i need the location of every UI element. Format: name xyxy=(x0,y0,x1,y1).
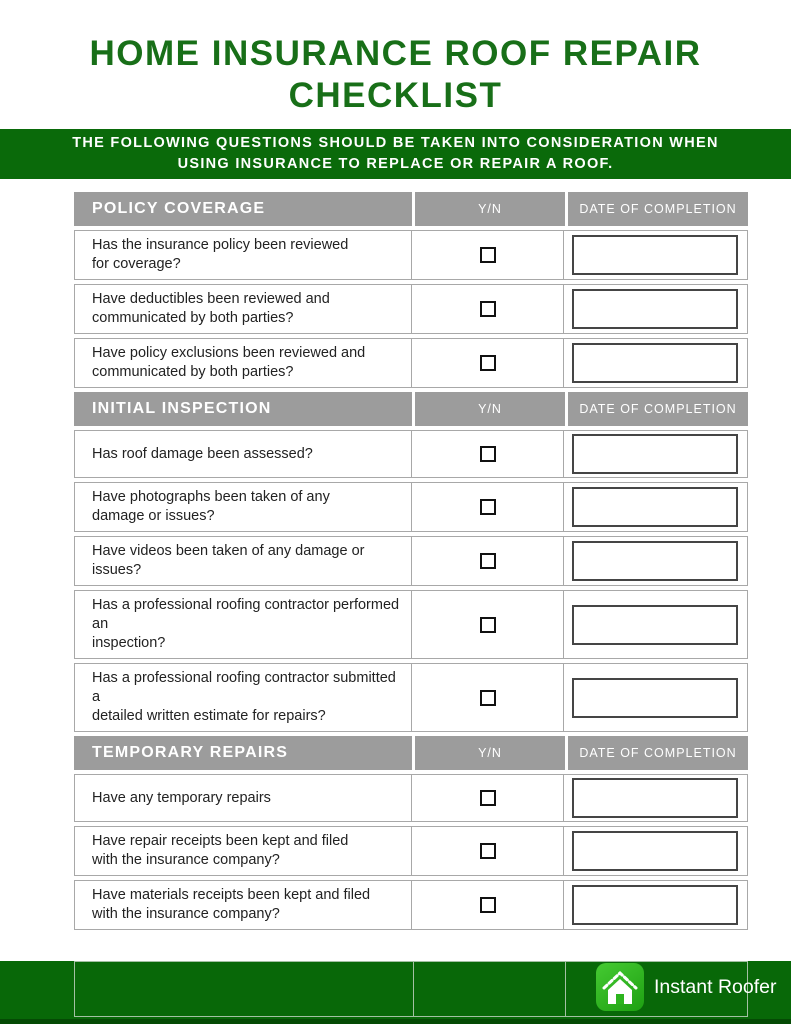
yn-checkbox[interactable] xyxy=(479,897,496,913)
question-text: Have photographs been taken of any damag… xyxy=(75,483,412,531)
house-icon xyxy=(602,970,638,1004)
yn-column-header: Y/N xyxy=(415,192,565,226)
question-text: Have repair receipts been kept and filed… xyxy=(75,827,412,875)
date-input[interactable] xyxy=(572,541,738,581)
checklist-row: Have policy exclusions been reviewed and… xyxy=(74,338,748,388)
yn-cell xyxy=(412,881,564,929)
date-column-header: DATE OF COMPLETION xyxy=(568,736,748,770)
question-text: Have videos been taken of any damage or … xyxy=(75,537,412,585)
yn-checkbox[interactable] xyxy=(479,301,496,317)
checklist-row: Has a professional roofing contractor su… xyxy=(74,663,748,732)
yn-cell xyxy=(412,775,564,821)
date-input[interactable] xyxy=(572,487,738,527)
date-column-header: DATE OF COMPLETION xyxy=(568,192,748,226)
date-input[interactable] xyxy=(572,235,738,275)
footer-cell xyxy=(75,962,414,1016)
yn-column-header: Y/N xyxy=(415,392,565,426)
checklist-row: Have repair receipts been kept and filed… xyxy=(74,826,748,876)
yn-cell xyxy=(412,483,564,531)
date-cell xyxy=(564,827,746,875)
checklist-row: Have videos been taken of any damage or … xyxy=(74,536,748,586)
section-initial-inspection: INITIAL INSPECTION Y/N DATE OF COMPLETIO… xyxy=(74,392,748,732)
section-temporary-repairs: TEMPORARY REPAIRS Y/N DATE OF COMPLETION… xyxy=(74,736,748,930)
footer-band: Instant Roofer xyxy=(0,961,791,1024)
date-cell xyxy=(564,775,746,821)
yn-cell xyxy=(412,664,564,731)
question-text: Have deductibles been reviewed and commu… xyxy=(75,285,412,333)
yn-cell xyxy=(412,591,564,658)
yn-checkbox[interactable] xyxy=(479,355,496,371)
yn-checkbox[interactable] xyxy=(479,553,496,569)
yn-cell xyxy=(412,231,564,279)
checklist-row: Has the insurance policy been reviewed f… xyxy=(74,230,748,280)
date-input[interactable] xyxy=(572,604,738,645)
yn-column-header: Y/N xyxy=(415,736,565,770)
footer-cell xyxy=(414,962,566,1016)
intro-banner-line2: USING INSURANCE TO REPLACE OR REPAIR A R… xyxy=(177,156,614,172)
checklist-row: Has roof damage been assessed? xyxy=(74,430,748,478)
footer-bottom-strip xyxy=(0,1019,791,1024)
date-cell xyxy=(564,537,746,585)
date-cell xyxy=(564,231,746,279)
brand-lockup: Instant Roofer xyxy=(596,963,776,1011)
instant-roofer-logo xyxy=(596,963,644,1011)
section-title: POLICY COVERAGE xyxy=(74,192,412,226)
checklist-table: POLICY COVERAGE Y/N DATE OF COMPLETION H… xyxy=(74,192,748,934)
date-cell xyxy=(564,664,746,731)
question-text: Has a professional roofing contractor su… xyxy=(75,664,412,731)
section-title: TEMPORARY REPAIRS xyxy=(74,736,412,770)
yn-cell xyxy=(412,827,564,875)
question-text: Has a professional roofing contractor pe… xyxy=(75,591,412,658)
section-header-row: INITIAL INSPECTION Y/N DATE OF COMPLETIO… xyxy=(74,392,748,426)
date-input[interactable] xyxy=(572,778,738,818)
date-cell xyxy=(564,339,746,387)
section-header-row: POLICY COVERAGE Y/N DATE OF COMPLETION xyxy=(74,192,748,226)
yn-cell xyxy=(412,285,564,333)
checklist-row: Have photographs been taken of any damag… xyxy=(74,482,748,532)
footer-empty-row xyxy=(74,961,748,1017)
checklist-row: Have materials receipts been kept and fi… xyxy=(74,880,748,930)
question-text: Has roof damage been assessed? xyxy=(75,431,412,477)
yn-checkbox[interactable] xyxy=(479,790,496,806)
section-policy-coverage: POLICY COVERAGE Y/N DATE OF COMPLETION H… xyxy=(74,192,748,388)
checklist-row: Has a professional roofing contractor pe… xyxy=(74,590,748,659)
checklist-row: Have any temporary repairs xyxy=(74,774,748,822)
yn-checkbox[interactable] xyxy=(479,689,496,706)
section-title: INITIAL INSPECTION xyxy=(74,392,412,426)
date-column-header: DATE OF COMPLETION xyxy=(568,392,748,426)
yn-cell xyxy=(412,537,564,585)
page-title: HOME INSURANCE ROOF REPAIR CHECKLIST xyxy=(89,34,702,115)
yn-checkbox[interactable] xyxy=(479,446,496,462)
intro-banner: THE FOLLOWING QUESTIONS SHOULD BE TAKEN … xyxy=(0,129,791,179)
yn-cell xyxy=(412,431,564,477)
checklist-row: Have deductibles been reviewed and commu… xyxy=(74,284,748,334)
question-text: Have policy exclusions been reviewed and… xyxy=(75,339,412,387)
date-input[interactable] xyxy=(572,677,738,718)
date-cell xyxy=(564,285,746,333)
yn-checkbox[interactable] xyxy=(479,247,496,263)
yn-checkbox[interactable] xyxy=(479,843,496,859)
date-input[interactable] xyxy=(572,289,738,329)
question-text: Have any temporary repairs xyxy=(75,775,412,821)
date-cell xyxy=(564,591,746,658)
yn-cell xyxy=(412,339,564,387)
question-text: Has the insurance policy been reviewed f… xyxy=(75,231,412,279)
date-cell xyxy=(564,483,746,531)
question-text: Have materials receipts been kept and fi… xyxy=(75,881,412,929)
date-input[interactable] xyxy=(572,831,738,871)
date-input[interactable] xyxy=(572,434,738,474)
section-header-row: TEMPORARY REPAIRS Y/N DATE OF COMPLETION xyxy=(74,736,748,770)
date-cell xyxy=(564,431,746,477)
date-input[interactable] xyxy=(572,885,738,925)
brand-name: Instant Roofer xyxy=(654,976,777,998)
date-input[interactable] xyxy=(572,343,738,383)
date-cell xyxy=(564,881,746,929)
yn-checkbox[interactable] xyxy=(479,499,496,515)
yn-checkbox[interactable] xyxy=(479,616,496,633)
intro-banner-line1: THE FOLLOWING QUESTIONS SHOULD BE TAKEN … xyxy=(72,135,719,151)
